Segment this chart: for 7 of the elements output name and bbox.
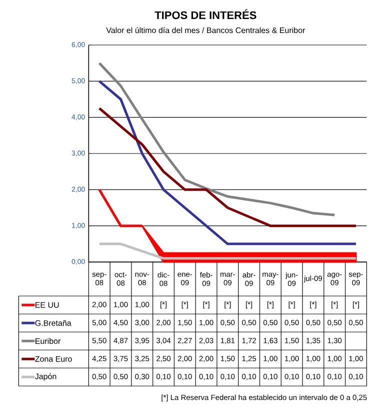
chart-title: TIPOS DE INTERÉS xyxy=(154,9,256,20)
legend-label: G.Bretaña xyxy=(35,320,72,326)
legend-label: EE UU xyxy=(36,302,59,308)
legend-label: Euribor xyxy=(36,338,61,344)
chart-subtitle: Valor el último día del mes / Bancos Centrales & Euribor xyxy=(106,27,306,34)
legend-label: Zona Euro xyxy=(35,356,72,362)
legend-label: Japón xyxy=(35,373,56,381)
